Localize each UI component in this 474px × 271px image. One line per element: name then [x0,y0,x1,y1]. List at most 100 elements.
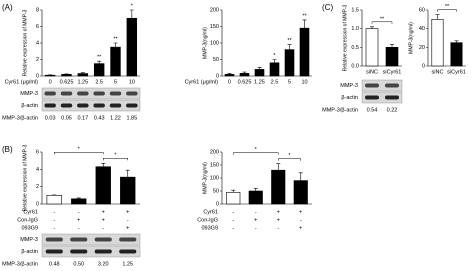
blot-label: MMP-3 [20,237,38,243]
ratio-value: 0.48 [49,261,60,267]
condition-sign: + [102,217,105,223]
blot-band [365,83,379,88]
error-bar [272,59,277,63]
significance: * [288,153,291,159]
error-bar [125,169,130,178]
panel-label: (A) [2,3,13,12]
condition-sign: - [53,217,55,223]
blot-band [365,95,379,100]
bar [71,198,87,205]
bar [365,28,379,67]
bar [239,73,250,77]
y-axis-label: Relative expression of MMP-3 [22,144,28,211]
error-bar [113,42,118,48]
x-tick-label: siCyr61 [383,69,402,75]
blot-label: MMP-3 [340,83,358,89]
y-tick-label: 0.5 [351,45,359,51]
error-bar [242,71,247,74]
y-tick-label: 20 [419,45,425,51]
x-tick-label: 10 [301,79,307,85]
condition-sign: - [255,209,257,215]
error-bar [76,197,81,199]
blot-label: β-actin [341,95,358,101]
error-bar [276,163,281,171]
significance: ** [113,36,118,42]
condition-sign: + [299,209,302,215]
y-tick-label: 60 [419,7,425,13]
y-tick-label: 200 [210,7,219,13]
y-tick-label: 8 [36,7,39,13]
significance: ** [380,16,385,22]
condition-sign: - [78,225,80,231]
blot-band [77,91,89,96]
error-bar [97,60,102,64]
blot-strip [361,91,403,104]
condition-label: Con-IgG [17,217,38,223]
y-axis-label: MMP-3(ng/ml) [408,22,414,54]
bar [120,176,136,205]
y-tick-label: 150 [210,24,219,30]
bar [284,49,295,77]
bar [248,190,263,205]
condition-sign: - [232,225,234,231]
bracket [278,158,301,161]
y-tick-label: 100 [210,40,219,46]
bar [293,180,308,205]
ratio-value: 0.54 [367,107,378,113]
condition-sign: - [53,209,55,215]
condition-sign: - [255,225,257,231]
bracket [54,152,104,155]
y-tick-label: 6 [36,149,39,155]
y-tick-label: 50 [213,57,219,63]
bar [431,19,444,67]
condition-sign: - [232,209,234,215]
y-tick-label: 2 [36,57,39,63]
bracket [437,9,457,12]
significance: * [255,147,258,153]
error-bar [454,40,459,43]
blot-band [45,237,63,242]
blot-band [385,95,399,100]
bar [254,69,265,77]
condition-label: 093G9 [21,225,38,231]
blot-band [77,103,89,108]
error-bar [302,19,307,29]
blot-label: MMP-3 [20,91,38,97]
bar [226,192,241,205]
significance: * [273,53,276,59]
ratio-value: 0.22 [387,107,398,113]
condition-label: Cyr61 [203,209,218,215]
y-axis-label: MMP-3(ng/ml) [202,27,208,59]
y-tick-label: 0 [216,201,219,207]
significance: * [78,147,81,153]
bar [299,27,310,77]
y-tick-label: 2 [36,184,39,190]
error-bar [129,9,134,19]
blot-band [70,249,88,254]
blot-band [126,91,138,96]
x-axis-label: Cyr61 (μg/ml) [185,79,219,85]
error-bar [253,188,258,191]
significance: ** [287,38,292,44]
ratio-label: MMP-3/β-actin [2,261,38,267]
y-tick-label: 4 [36,40,39,46]
ratio-label: MMP-3/β-actin [2,115,38,121]
condition-label: 093G9 [201,225,218,231]
x-tick-label: 0.625 [60,79,74,85]
condition-sign: + [126,225,129,231]
y-tick-label: 0 [36,73,39,79]
blot-band [385,83,399,88]
y-tick-label: 100 [210,175,219,181]
blot-strip [41,245,141,258]
y-tick-label: 0.0 [351,63,359,69]
bar [385,47,399,67]
y-axis-label: Relative expression of MMP-3 [342,4,348,71]
y-axis-label: MMP-3(ng/ml) [202,162,208,194]
blot-band [93,103,105,108]
blot-band [126,103,138,108]
bar [93,63,105,77]
condition-sign: - [300,217,302,223]
error-bar [80,72,85,74]
condition-sign: + [277,217,280,223]
